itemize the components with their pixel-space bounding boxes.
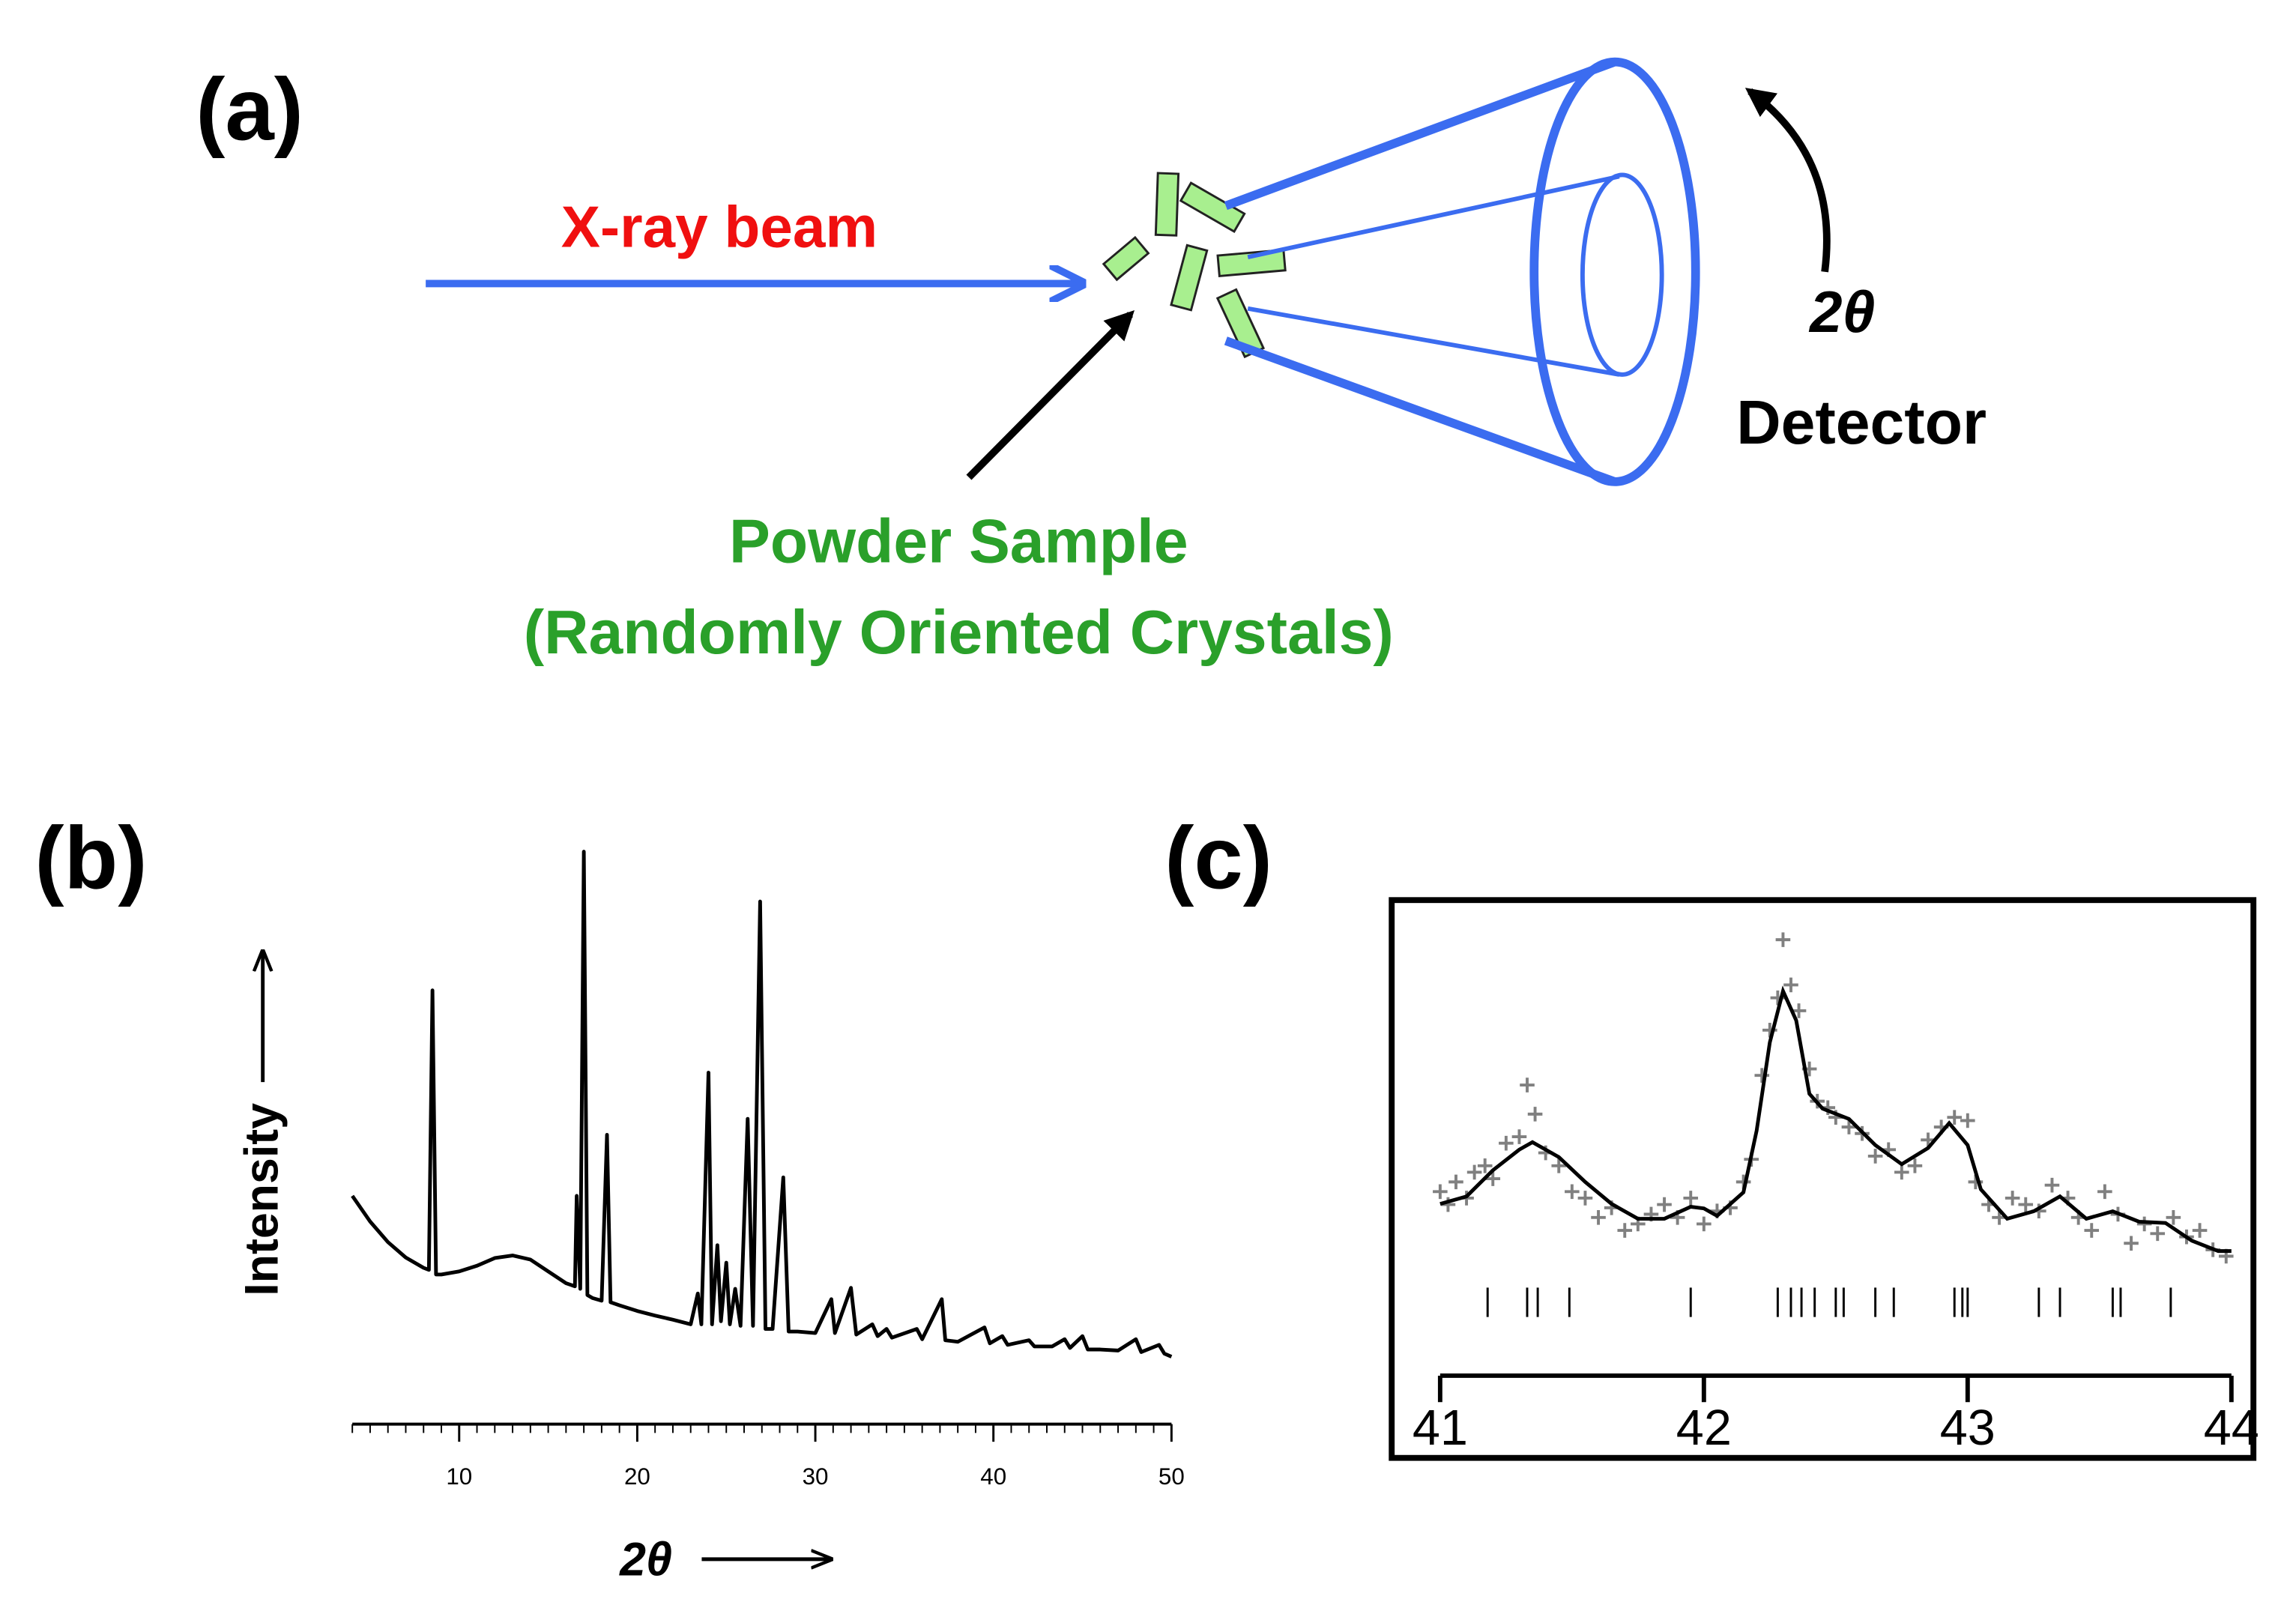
panel-label: (a) (196, 60, 303, 158)
detector-cone (1224, 57, 1700, 486)
observed-point (1577, 1191, 1593, 1206)
observed-point (1551, 1158, 1567, 1173)
x-tick-label: 20 (624, 1463, 650, 1490)
sample-label: (Randomly Oriented Crystals) (524, 599, 1394, 667)
panel-label: (b) (34, 809, 147, 907)
observed-point (1697, 1216, 1712, 1232)
x-tick-label: 40 (980, 1463, 1006, 1490)
observed-point (2005, 1191, 2020, 1206)
fit-line (1439, 985, 2232, 1254)
angle-arrow (1744, 88, 1831, 273)
observed-point (1947, 1110, 1963, 1125)
x-axis-label: 2θ (619, 1533, 672, 1586)
y-axis-label: Intensity (235, 1103, 288, 1296)
observed-point (2084, 1223, 2100, 1238)
plot-frame (1389, 897, 2257, 1461)
panel-label: (c) (1164, 809, 1272, 907)
x-tick-label: 30 (803, 1463, 829, 1490)
observed-point (1683, 1191, 1699, 1206)
observed-point (1527, 1107, 1543, 1122)
x-tick-label: 43 (1940, 1400, 1996, 1456)
sample-label: Powder Sample (729, 508, 1188, 576)
observed-point (2044, 1177, 2060, 1193)
observed-point (1907, 1158, 1923, 1173)
observed-point (2166, 1209, 2181, 1225)
observed-point (1499, 1135, 1514, 1151)
x-tick-label: 10 (446, 1463, 472, 1490)
x-tick-label: 44 (2204, 1400, 2259, 1456)
observed-point (1894, 1164, 1909, 1180)
observed-point (1511, 1129, 1527, 1144)
observed-point (1867, 1149, 1883, 1164)
observed-point (1466, 1164, 1482, 1180)
x-tick-label: 50 (1158, 1463, 1185, 1490)
observed-point (1520, 1077, 1535, 1092)
observed-point (2192, 1223, 2208, 1238)
observed-point (1591, 1209, 1606, 1225)
observed-point (1783, 977, 1798, 993)
observed-point (1433, 1184, 1448, 1200)
observed-point (1617, 1223, 1633, 1238)
observed-point (1448, 1174, 1463, 1190)
beam-label: X-ray beam (561, 193, 877, 259)
observed-point (2018, 1197, 2034, 1212)
sample-arrow (966, 309, 1135, 480)
x-tick-label: 41 (1413, 1400, 1468, 1456)
observed-point (1775, 932, 1791, 947)
observed-point (2124, 1236, 2139, 1251)
x-tick-label: 42 (1676, 1400, 1732, 1456)
detector-label: Detector (1736, 389, 1987, 457)
observed-point (1485, 1171, 1501, 1186)
angle-label: 2θ (1808, 279, 1875, 345)
observed-point (2097, 1184, 2112, 1200)
observed-point (1657, 1197, 1672, 1212)
observed-point (1960, 1113, 1975, 1128)
spectrum-line (351, 850, 1173, 1358)
observed-point (1841, 1119, 1857, 1134)
observed-point (1565, 1184, 1580, 1200)
observed-point (1754, 1068, 1770, 1083)
observed-point (1791, 1003, 1807, 1018)
observed-point (1477, 1158, 1493, 1173)
crystals (1102, 172, 1287, 359)
observed-point (2150, 1226, 2166, 1242)
